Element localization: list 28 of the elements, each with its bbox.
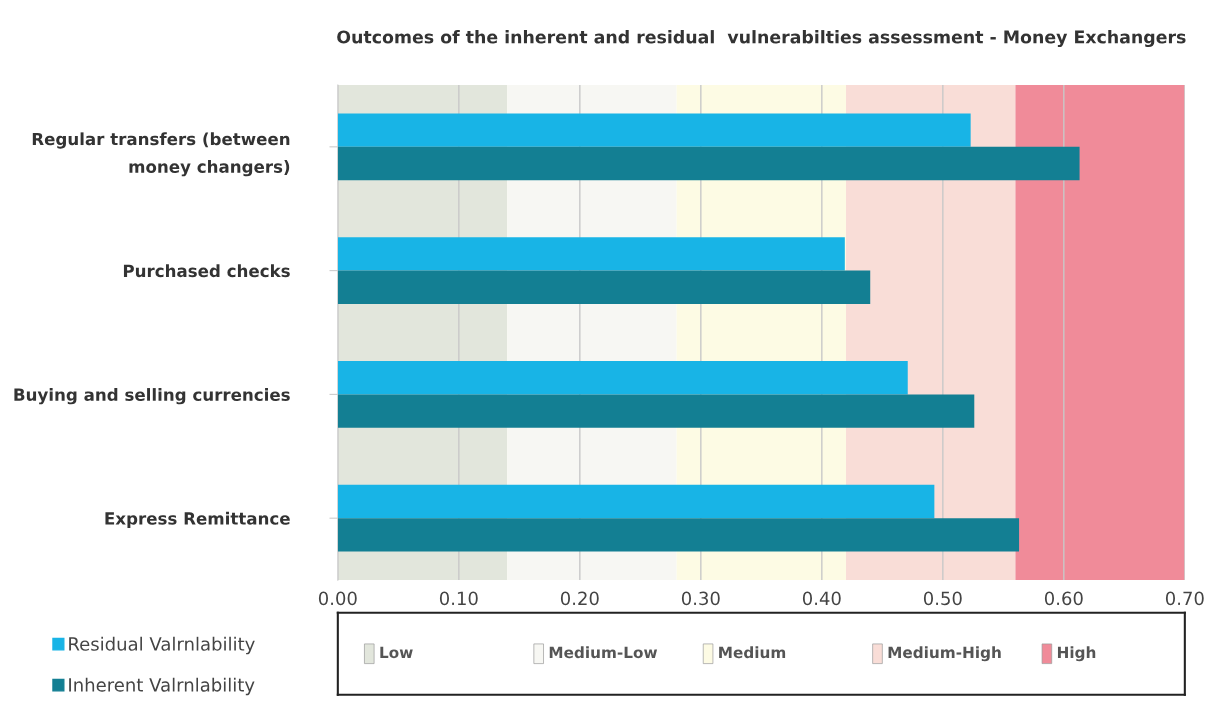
x-tick-label: 0.20 xyxy=(560,591,599,606)
y-tick-label: Regular transfers (between money changers) xyxy=(32,132,290,177)
bar xyxy=(337,518,1020,552)
legend-label: Medium xyxy=(719,646,786,659)
x-tick-label: 0.30 xyxy=(681,591,720,606)
y-tick-label: Buying and selling currencies xyxy=(14,388,290,405)
y-tick-label: Express Remittance xyxy=(105,511,290,528)
x-tick-label: 0.70 xyxy=(1165,591,1204,606)
x-tick-label: 0.60 xyxy=(1044,591,1083,606)
bar xyxy=(337,484,935,519)
x-tick-label: 0.00 xyxy=(318,591,357,606)
bar xyxy=(337,394,975,428)
bar xyxy=(337,146,1080,181)
legend-label: High xyxy=(1057,646,1096,662)
bar xyxy=(337,237,845,271)
legend-label: Medium-High xyxy=(888,646,1001,662)
legend-label: Medium-Low xyxy=(549,646,658,659)
y-tick-label: Purchased checks xyxy=(123,264,290,278)
chart-title: Outcomes of the inherent and residual vulnerabilties assessment - Money Exchangers xyxy=(337,30,1186,48)
bar xyxy=(337,360,908,395)
x-tick-label: 0.40 xyxy=(802,591,841,606)
bar xyxy=(337,270,871,305)
bar xyxy=(337,113,971,147)
legend-label: Residual Valrnlability xyxy=(69,636,255,655)
legend-label: Low xyxy=(380,646,413,659)
x-tick-label: 0.10 xyxy=(439,591,478,606)
legend-label: Inherent Valrnlability xyxy=(69,677,255,696)
x-tick-label: 0.50 xyxy=(923,591,962,606)
